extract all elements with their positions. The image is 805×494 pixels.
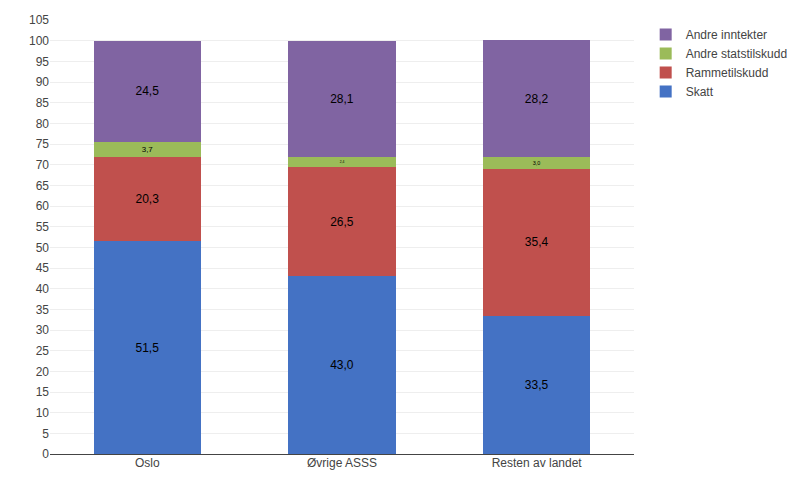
svg-text:35: 35 xyxy=(36,303,50,317)
svg-text:90: 90 xyxy=(36,75,50,89)
svg-text:43,0: 43,0 xyxy=(330,358,354,372)
svg-text:26,5: 26,5 xyxy=(330,215,354,229)
svg-text:55: 55 xyxy=(36,220,50,234)
svg-text:15: 15 xyxy=(36,385,50,399)
svg-text:95: 95 xyxy=(36,55,50,69)
svg-text:65: 65 xyxy=(36,179,50,193)
svg-text:35,4: 35,4 xyxy=(525,235,549,249)
svg-text:3,7: 3,7 xyxy=(142,145,154,154)
svg-text:50: 50 xyxy=(36,241,50,255)
svg-text:20: 20 xyxy=(36,365,50,379)
svg-text:5: 5 xyxy=(42,427,49,441)
svg-text:Resten av landet: Resten av landet xyxy=(492,456,583,470)
svg-text:105: 105 xyxy=(29,13,49,27)
svg-text:3,0: 3,0 xyxy=(533,160,541,166)
svg-text:75: 75 xyxy=(36,137,50,151)
svg-text:85: 85 xyxy=(36,96,50,110)
svg-text:2,4: 2,4 xyxy=(340,160,345,164)
svg-text:20,3: 20,3 xyxy=(135,192,159,206)
svg-text:Oslo: Oslo xyxy=(135,456,160,470)
svg-text:25: 25 xyxy=(36,344,50,358)
svg-text:33,5: 33,5 xyxy=(525,378,549,392)
svg-text:51,5: 51,5 xyxy=(135,341,159,355)
svg-text:100: 100 xyxy=(29,34,49,48)
svg-text:45: 45 xyxy=(36,261,50,275)
svg-text:Andre statstilskudd: Andre statstilskudd xyxy=(686,47,787,61)
svg-text:28,2: 28,2 xyxy=(525,92,549,106)
svg-text:28,1: 28,1 xyxy=(330,92,354,106)
svg-text:10: 10 xyxy=(36,406,50,420)
svg-text:Skatt: Skatt xyxy=(686,85,714,99)
svg-text:0: 0 xyxy=(42,447,49,461)
svg-text:Rammetilskudd: Rammetilskudd xyxy=(686,66,769,80)
svg-text:30: 30 xyxy=(36,323,50,337)
svg-text:60: 60 xyxy=(36,199,50,213)
svg-text:80: 80 xyxy=(36,117,50,131)
svg-text:Øvrige ASSS: Øvrige ASSS xyxy=(307,456,377,470)
svg-text:Andre inntekter: Andre inntekter xyxy=(686,28,767,42)
svg-text:40: 40 xyxy=(36,282,50,296)
svg-text:70: 70 xyxy=(36,158,50,172)
svg-text:24,5: 24,5 xyxy=(135,84,159,98)
